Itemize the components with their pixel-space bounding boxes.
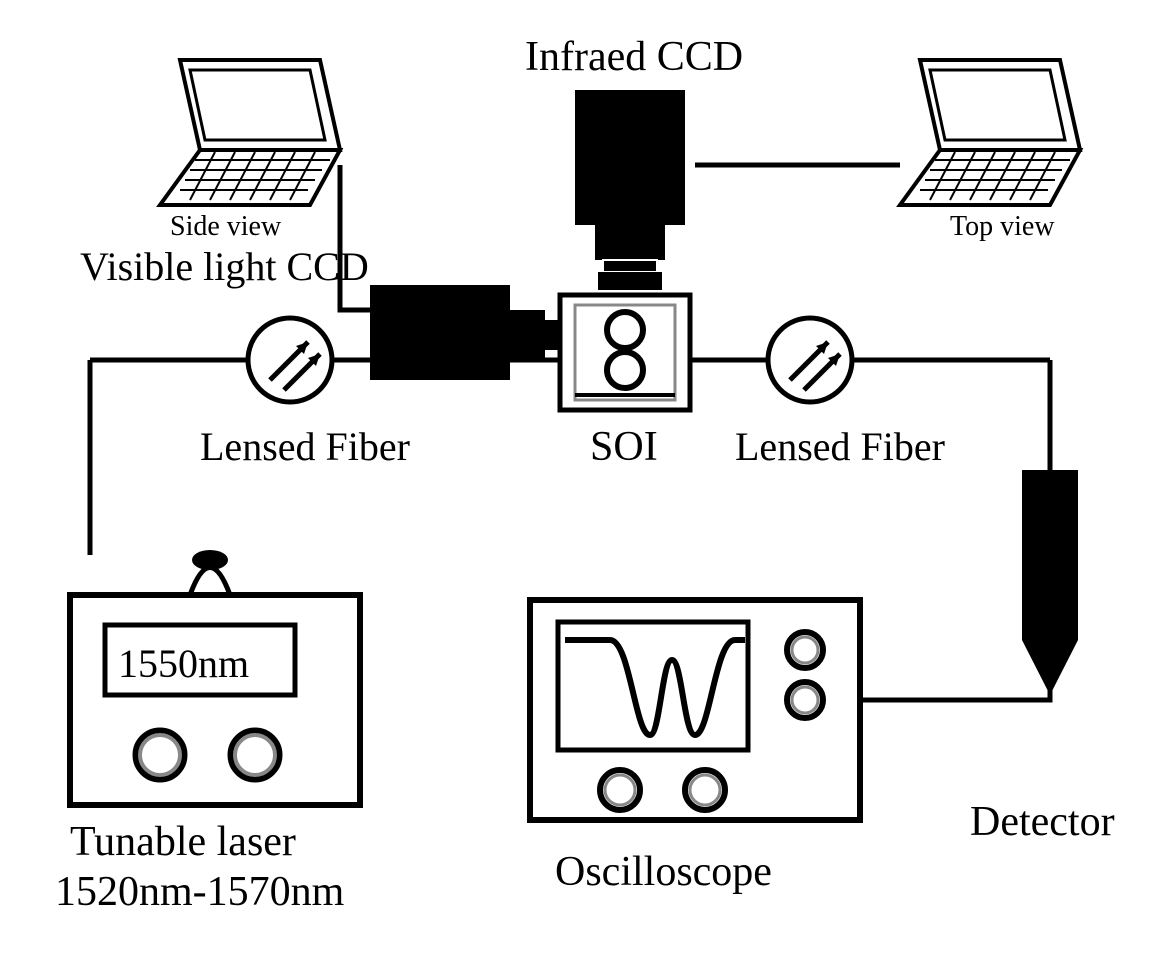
visible-ccd-label: Visible light CCD [80,244,369,289]
tunable-laser-label-2: 1520nm-1570nm [55,869,345,915]
lensed-fiber-right-label: Lensed Fiber [735,424,945,469]
lensed-fiber-right-icon [768,318,852,402]
lensed-fiber-left-icon [248,318,332,402]
laser-display-text: 1550nm [118,641,249,686]
side-view-label: Side view [170,211,282,242]
soi-label: SOI [590,424,658,470]
detector-label: Detector [970,799,1115,845]
soi-chip-icon [560,295,690,410]
infrared-ccd-label: Infraed CCD [525,34,743,80]
tunable-laser-icon: 1550nm [70,595,360,805]
tunable-laser-label-1: Tunable laser [70,819,296,865]
oscilloscope-icon [530,600,860,820]
oscilloscope-label: Oscilloscope [555,849,772,895]
top-view-label: Top view [950,211,1055,242]
lensed-fiber-left-label: Lensed Fiber [200,424,410,469]
